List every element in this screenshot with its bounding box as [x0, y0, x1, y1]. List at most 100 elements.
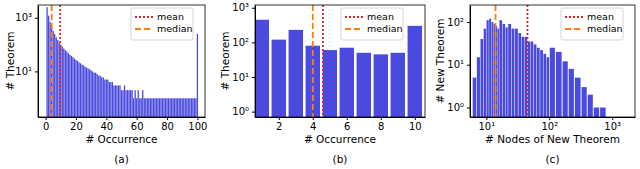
histogram-bar: [600, 108, 606, 117]
y-axis: 10¹ 10³: [15, 6, 38, 118]
tick-label: 100: [188, 121, 207, 132]
histogram-bar: [148, 98, 149, 117]
histogram-bar: [540, 50, 543, 117]
histogram-bar: [477, 57, 480, 117]
plot-frame: [470, 5, 635, 117]
histogram-bar: [503, 24, 505, 117]
y-tick: 10²: [232, 37, 255, 48]
tick-label: 8: [378, 121, 384, 132]
x-tick: 100: [188, 117, 207, 132]
tick-label: 40: [100, 121, 113, 132]
histogram-bar: [163, 98, 164, 117]
tick-mark: [467, 108, 470, 109]
histogram-bar: [66, 52, 67, 117]
histogram-bar: [97, 74, 98, 117]
histogram-bar: [563, 61, 568, 117]
axis-line: [471, 117, 636, 118]
histogram-bar: [408, 26, 422, 117]
histogram-bar: [166, 98, 167, 117]
histogram-bar: [182, 98, 183, 117]
y-tick: 10⁰: [447, 102, 470, 113]
panel: 10¹10²10³10⁰10¹10²# Nodes of New Theorem…: [434, 5, 636, 165]
legend-box: [131, 8, 193, 40]
histogram-bar: [100, 76, 101, 117]
histogram-bar: [57, 40, 58, 117]
tick-mark: [381, 117, 382, 120]
histogram-bar: [127, 90, 128, 117]
tick-label: 2: [276, 121, 282, 132]
x-tick: 10¹: [478, 117, 495, 132]
reference-line: [527, 5, 529, 117]
histogram-bar: [160, 98, 161, 117]
tick-mark: [467, 22, 470, 23]
tick-label: 0: [43, 121, 49, 132]
reference-line: [51, 5, 53, 117]
y-axis: 10⁰10¹10²: [447, 6, 470, 118]
histogram-bar: [159, 98, 160, 117]
histogram-bar: [141, 98, 142, 117]
reference-line: [322, 5, 324, 117]
y-axis-title: # New Theorem: [434, 18, 446, 103]
histogram-bar: [484, 29, 486, 117]
histogram-bar: [90, 70, 91, 117]
legend-swatch: [135, 16, 153, 18]
histogram-bar: [194, 98, 195, 117]
x-axis-title: # Occurrence: [304, 133, 376, 145]
histogram-bar: [156, 98, 157, 117]
reference-line: [312, 5, 314, 117]
histogram-bar: [133, 98, 134, 117]
histogram-bar: [153, 98, 154, 117]
histogram-bar: [154, 98, 155, 117]
histogram-bar: [68, 53, 69, 117]
tick-mark: [549, 117, 550, 120]
histogram-bar: [119, 85, 120, 117]
histogram-bar: [110, 82, 111, 117]
panel-title: (c): [546, 153, 560, 165]
histogram-bar: [72, 57, 73, 117]
panel-title: (b): [333, 153, 348, 165]
tick-mark: [313, 117, 314, 120]
histogram-bar: [508, 24, 511, 117]
histogram-bar: [534, 44, 537, 117]
histogram-bar: [106, 80, 107, 117]
histogram-bar: [139, 98, 140, 117]
tick-label: 4: [310, 121, 316, 132]
histogram-bar: [543, 54, 546, 117]
tick-label: 10³: [232, 2, 249, 13]
legend-label: mean: [367, 11, 394, 22]
y-tick: 10¹: [447, 59, 470, 70]
histogram-bar: [391, 53, 405, 117]
tick-mark: [35, 71, 38, 72]
histogram-bar: [87, 68, 88, 117]
legend: meanmedian: [341, 8, 403, 40]
histogram-bar: [575, 78, 581, 117]
histogram-bar: [289, 30, 303, 117]
x-axis-title: # Occurrence: [85, 133, 157, 145]
tick-mark: [612, 117, 613, 120]
y-tick: 10³: [15, 12, 38, 23]
histogram-bar: [180, 98, 181, 117]
histogram-bar: [491, 22, 493, 117]
histogram-bar: [168, 98, 169, 117]
histogram-bar: [255, 20, 269, 117]
tick-mark: [415, 117, 416, 120]
histogram-bar: [189, 98, 190, 117]
x-axis: 020406080100: [39, 117, 208, 132]
histogram-bar: [357, 53, 371, 117]
histogram-bar: [98, 76, 99, 117]
y-tick: 10¹: [15, 66, 38, 77]
histogram-bar: [176, 98, 177, 117]
tick-label: 60: [131, 121, 144, 132]
x-tick: 2: [276, 117, 282, 132]
histogram-bar: [145, 98, 146, 117]
histogram-bar: [125, 90, 126, 117]
axis-line: [38, 6, 39, 118]
histogram-bar: [46, 7, 47, 117]
tick-mark: [106, 117, 107, 120]
histogram-bar: [185, 98, 186, 117]
legend-label: median: [587, 23, 623, 34]
y-tick: 10³: [232, 2, 255, 13]
histogram-bar: [323, 50, 337, 117]
tick-mark: [347, 117, 348, 120]
histogram-bar: [147, 98, 148, 117]
